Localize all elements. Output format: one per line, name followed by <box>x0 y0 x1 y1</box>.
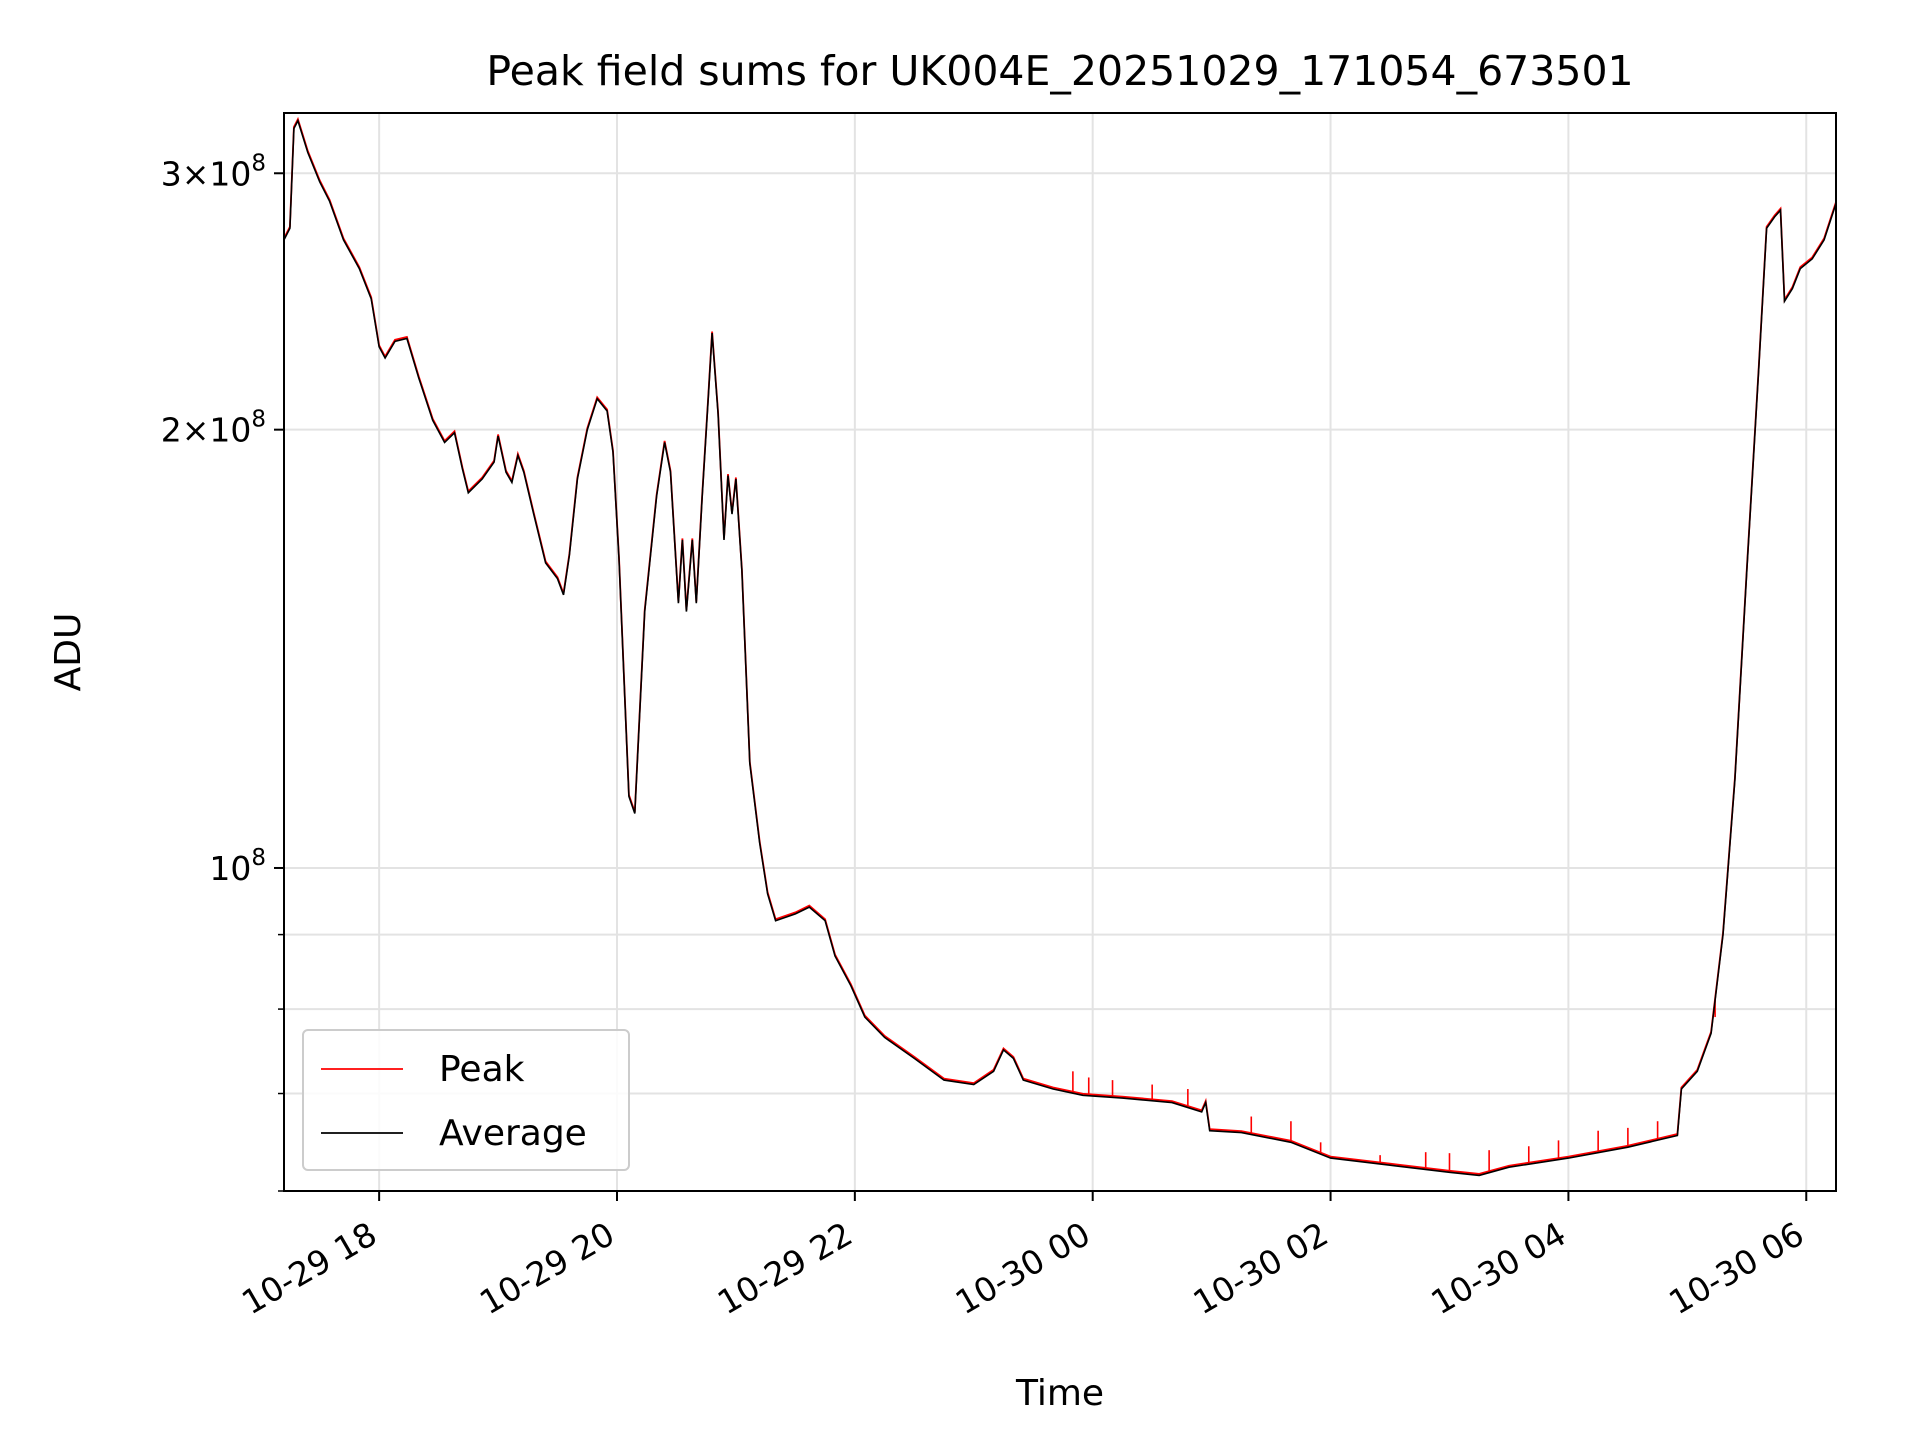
series-lines <box>283 116 1837 1177</box>
axes-frame <box>283 112 1837 1192</box>
legend-label-average: Average <box>439 1113 587 1154</box>
legend-label-peak: Peak <box>439 1049 525 1090</box>
legend: Peak Average <box>302 1029 630 1171</box>
series-average-line <box>283 118 1837 1177</box>
y-ticks: 108 2×108 3×108 <box>161 150 284 1192</box>
y-tick-label: 2×108 <box>161 407 266 450</box>
x-axis-label: Time <box>1015 1373 1104 1414</box>
y-axis-label: ADU <box>48 613 89 692</box>
y-tick-label: 3×108 <box>161 150 266 193</box>
chart-title: Peak field sums for UK004E_20251029_1710… <box>486 47 1633 95</box>
legend-box <box>302 1029 630 1171</box>
y-tick-label: 108 <box>209 845 266 888</box>
